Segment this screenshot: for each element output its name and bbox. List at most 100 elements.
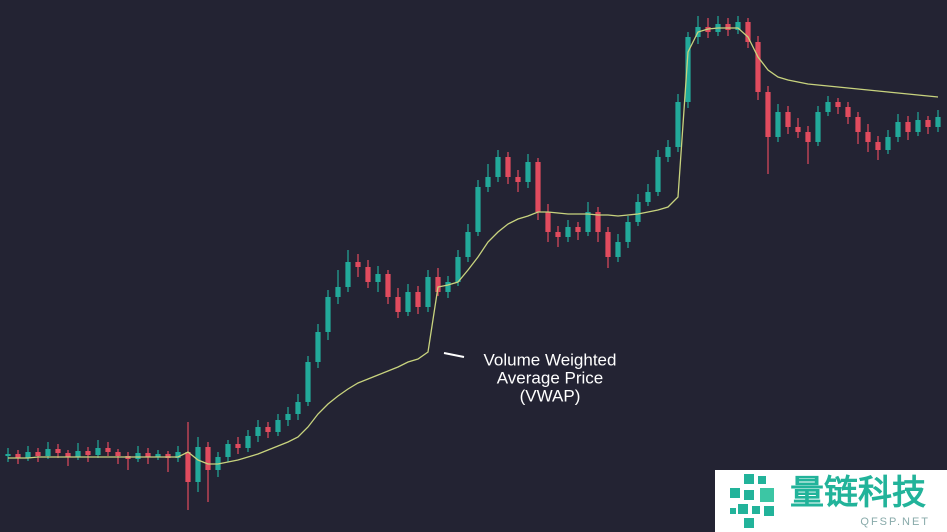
candle-body <box>295 402 301 414</box>
candle-body <box>585 212 591 232</box>
candle-body <box>785 112 791 127</box>
candle-body <box>225 444 231 457</box>
candle-body <box>755 42 761 92</box>
watermark-url: QFSP.NET <box>860 516 930 528</box>
candle-body <box>445 282 451 292</box>
candle-body <box>175 452 181 458</box>
candle-body <box>165 454 171 458</box>
candle-body <box>375 274 381 282</box>
candle-body <box>835 102 841 107</box>
watermark-logo <box>730 474 774 528</box>
candle-body <box>245 436 251 448</box>
candle-body <box>325 297 331 332</box>
candle-body <box>255 427 261 436</box>
annotation-text: Average Price <box>497 368 603 387</box>
candle-body <box>765 92 771 137</box>
candle-body <box>935 117 941 127</box>
candle-body <box>365 267 371 282</box>
candle-body <box>645 192 651 202</box>
candle-body <box>515 177 521 182</box>
plot <box>5 16 941 510</box>
candle-body <box>805 132 811 142</box>
candle-body <box>525 162 531 182</box>
candle-body <box>35 452 41 456</box>
candle-body <box>505 157 511 177</box>
candle-body <box>335 287 341 297</box>
candle-body <box>385 274 391 297</box>
candle-body <box>475 187 481 232</box>
candle-body <box>95 448 101 455</box>
candle-body <box>775 112 781 137</box>
candle-body <box>605 232 611 257</box>
candle-body <box>735 22 741 30</box>
candle-body <box>265 427 271 432</box>
candle-body <box>275 420 281 432</box>
candle-body <box>855 117 861 132</box>
candle-body <box>405 292 411 312</box>
candle-body <box>285 414 291 420</box>
candle-body <box>195 447 201 482</box>
candle-body <box>455 257 461 282</box>
candle-body <box>65 453 71 457</box>
candle-body <box>655 157 661 192</box>
candle-body <box>635 202 641 222</box>
candle-body <box>745 22 751 42</box>
candle-body <box>675 102 681 147</box>
candle-body <box>795 127 801 132</box>
candle-body <box>5 454 11 456</box>
candle-body <box>615 242 621 257</box>
candle-body <box>425 277 431 307</box>
annotation-pointer <box>443 352 465 358</box>
candle-body <box>395 297 401 312</box>
candle-body <box>845 107 851 117</box>
candle-body <box>25 452 31 458</box>
candle-body <box>185 452 191 482</box>
candle-body <box>815 112 821 142</box>
candle-body <box>115 452 121 456</box>
candle-body <box>465 232 471 257</box>
candle-body <box>535 162 541 212</box>
candle-body <box>135 453 141 459</box>
watermark: 量链科技 QFSP.NET <box>715 470 947 532</box>
candle-body <box>235 444 241 448</box>
watermark-title: 量链科技 <box>790 474 926 512</box>
candle-body <box>485 177 491 187</box>
candle-body <box>545 212 551 232</box>
annotation-text: (VWAP) <box>520 386 581 405</box>
candle-body <box>435 277 441 292</box>
candle-body <box>865 132 871 142</box>
candle-body <box>315 332 321 362</box>
candle-body <box>75 451 81 457</box>
candle-body <box>905 122 911 132</box>
candle-body <box>575 227 581 232</box>
candle-body <box>885 137 891 150</box>
candle-body <box>105 448 111 452</box>
candle-body <box>85 451 91 455</box>
candle-body <box>155 454 161 457</box>
candle-body <box>875 142 881 150</box>
candle-body <box>555 232 561 237</box>
candle-body <box>565 227 571 237</box>
candle-body <box>915 120 921 132</box>
candle-body <box>665 147 671 157</box>
candle-body <box>355 262 361 267</box>
candle-body <box>825 102 831 112</box>
candle-body <box>205 447 211 470</box>
candle-body <box>145 453 151 457</box>
candle-body <box>725 24 731 30</box>
candle-body <box>895 122 901 137</box>
candle-body <box>595 212 601 232</box>
candle-body <box>625 222 631 242</box>
candle-body <box>15 454 21 458</box>
vwap-line <box>8 27 939 465</box>
candle-body <box>345 262 351 287</box>
candle-body <box>305 362 311 402</box>
candle-body <box>55 449 61 453</box>
candle-body <box>925 120 931 127</box>
annotation-text: Volume Weighted <box>484 350 617 369</box>
candle-body <box>415 292 421 307</box>
candle-body <box>685 37 691 102</box>
